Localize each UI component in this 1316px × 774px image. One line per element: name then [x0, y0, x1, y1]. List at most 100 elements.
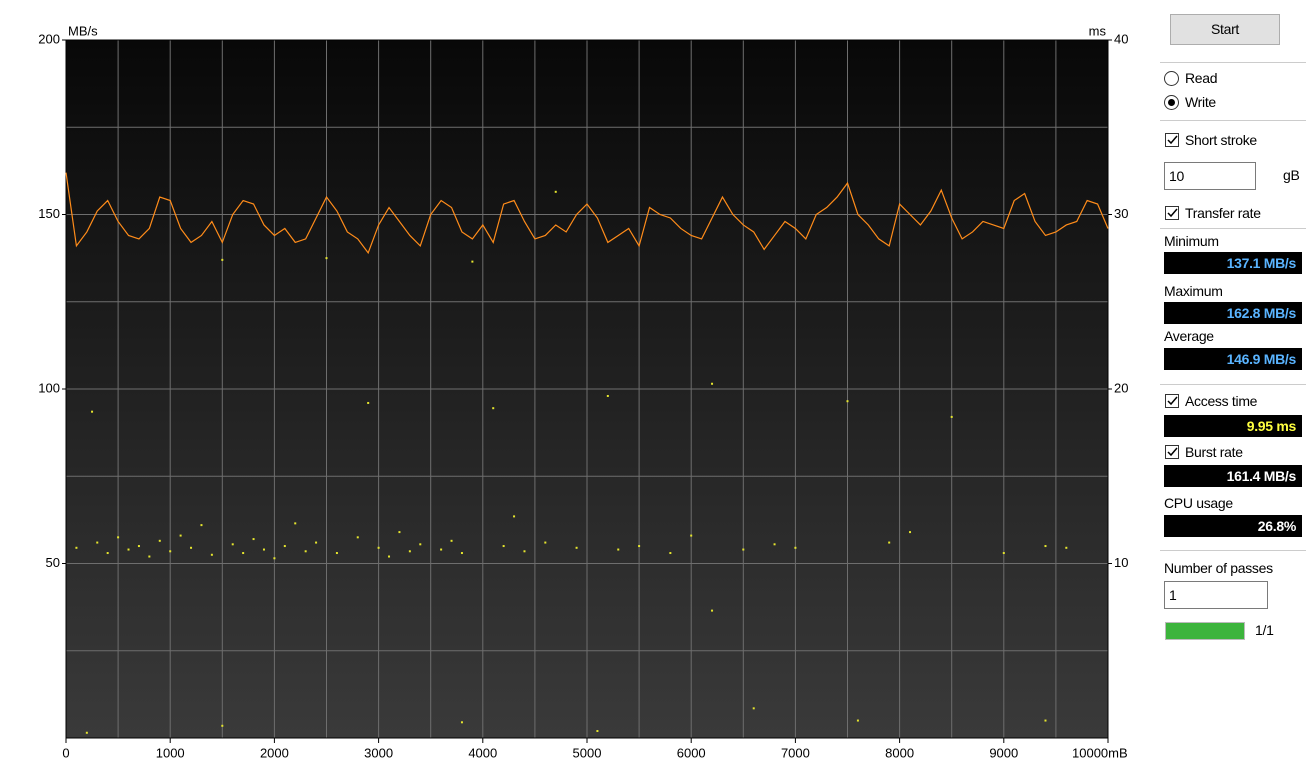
access-point	[335, 552, 338, 555]
access-point	[221, 258, 224, 261]
access-point	[273, 557, 276, 560]
stat-label: CPU usage	[1164, 495, 1233, 511]
stat-value: 26.8%	[1164, 515, 1302, 537]
access-point	[523, 550, 526, 553]
x-tick-label: 10000mB	[1072, 745, 1128, 760]
access-point	[471, 260, 474, 263]
spinbox[interactable]: 1	[1164, 581, 1268, 609]
y2-tick-label: 10	[1114, 555, 1128, 570]
access-point	[606, 394, 609, 397]
access-point	[460, 721, 463, 724]
access-point	[96, 541, 99, 544]
access-point	[1002, 552, 1005, 555]
stat-value: 137.1 MB/s	[1164, 252, 1302, 274]
check-mark	[1167, 396, 1178, 406]
access-point	[711, 609, 714, 612]
radio[interactable]	[1164, 71, 1179, 86]
access-point	[1065, 546, 1068, 549]
access-point	[169, 550, 172, 553]
radio-dot	[1168, 99, 1175, 106]
access-point	[419, 543, 422, 546]
access-point	[450, 539, 453, 542]
y2-tick-label: 20	[1114, 380, 1128, 395]
unit-label: gB	[1283, 167, 1300, 183]
passes-label: Number of passes	[1164, 560, 1273, 576]
stat-value: 146.9 MB/s	[1164, 348, 1302, 370]
access-point	[888, 541, 891, 544]
access-point	[846, 400, 849, 403]
check-mark	[1167, 447, 1178, 457]
x-tick-label: 5000	[573, 745, 602, 760]
access-point	[106, 552, 109, 555]
x-tick-label: 6000	[677, 745, 706, 760]
stat-label: Minimum	[1164, 233, 1219, 249]
y2-tick-label: 30	[1114, 206, 1128, 221]
checkbox[interactable]	[1165, 445, 1179, 459]
access-point	[690, 534, 693, 537]
access-point	[304, 550, 307, 553]
transfer-line	[65, 172, 1109, 255]
access-point	[398, 531, 401, 534]
access-point	[856, 719, 859, 722]
control-panel: Start Read Write Short stroke 10 gB Tran…	[1150, 0, 1316, 774]
stat-label: Average	[1164, 328, 1214, 344]
access-point	[742, 548, 745, 551]
checkbox-label[interactable]: Access time	[1185, 393, 1258, 409]
access-point	[148, 555, 151, 558]
separator	[1160, 228, 1306, 229]
separator	[1160, 384, 1306, 385]
y2-tick-label: 40	[1114, 31, 1128, 46]
radio-label[interactable]: Read	[1185, 70, 1218, 86]
access-point	[325, 257, 328, 260]
y-tick-label: 150	[38, 206, 60, 221]
x-tick-label: 1000	[156, 745, 185, 760]
access-point	[127, 548, 130, 551]
radio[interactable]	[1164, 95, 1179, 110]
separator	[1160, 120, 1306, 121]
checkbox-label[interactable]: Short stroke	[1185, 132, 1257, 148]
radio-label[interactable]: Write	[1185, 94, 1216, 110]
y2-axis-label: ms	[1089, 23, 1107, 38]
checkbox[interactable]	[1165, 206, 1179, 220]
access-point	[315, 541, 318, 544]
access-point	[283, 545, 286, 548]
checkbox-label[interactable]: Transfer rate	[1185, 205, 1261, 221]
start-button[interactable]: Start	[1170, 14, 1280, 45]
check-mark	[1167, 135, 1178, 145]
access-point	[367, 401, 370, 404]
x-tick-label: 0	[62, 745, 69, 760]
access-point	[137, 545, 140, 548]
spinbox[interactable]: 10	[1164, 162, 1256, 190]
access-point	[554, 190, 557, 193]
plot-frame	[65, 39, 1109, 739]
access-point	[221, 724, 224, 727]
x-tick-label: 3000	[364, 745, 393, 760]
access-point	[669, 552, 672, 555]
checkbox-label[interactable]: Burst rate	[1185, 444, 1243, 460]
checkbox[interactable]	[1165, 394, 1179, 408]
access-point	[950, 415, 953, 418]
access-point	[388, 555, 391, 558]
x-tick-label: 9000	[989, 745, 1018, 760]
access-point	[1044, 719, 1047, 722]
access-point	[75, 546, 78, 549]
progress-bar	[1165, 622, 1245, 640]
access-point	[117, 536, 120, 539]
access-point	[711, 382, 714, 385]
checkbox[interactable]	[1165, 133, 1179, 147]
access-point	[252, 538, 255, 541]
access-point	[617, 548, 620, 551]
stat-value: 9.95 ms	[1164, 415, 1302, 437]
access-point	[440, 548, 443, 551]
chart: MB/s ms 0 1000 2000 3000 4000 5000 6000 7000 800…	[38, 23, 1128, 760]
access-point	[1044, 545, 1047, 548]
y-tick-label: 200	[38, 31, 60, 46]
access-point	[773, 543, 776, 546]
access-point	[294, 522, 297, 525]
access-point	[408, 550, 411, 553]
access-point	[544, 541, 547, 544]
access-point	[794, 546, 797, 549]
separator	[1160, 62, 1306, 63]
progress-label: 1/1	[1255, 622, 1274, 638]
